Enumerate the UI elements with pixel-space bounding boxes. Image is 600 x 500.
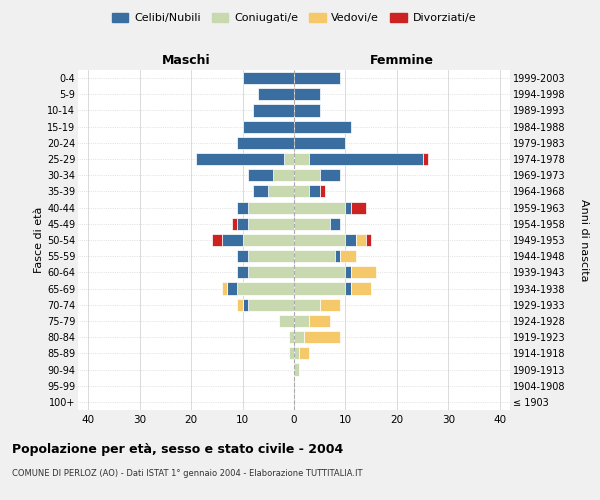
Bar [299,348,310,360]
Bar [248,218,294,230]
Bar [238,218,248,230]
Text: Popolazione per età, sesso e stato civile - 2004: Popolazione per età, sesso e stato civil… [12,442,343,456]
Bar [253,186,268,198]
Bar [340,250,356,262]
Bar [310,153,422,165]
Text: Femmine: Femmine [370,54,434,67]
Bar [232,218,238,230]
Bar [294,250,335,262]
Bar [258,88,294,101]
Bar [248,169,274,181]
Bar [304,331,340,343]
Bar [356,234,366,246]
Bar [310,186,320,198]
Bar [294,186,310,198]
Bar [238,250,248,262]
Bar [294,202,346,213]
Bar [350,202,366,213]
Bar [238,202,248,213]
Bar [284,153,294,165]
Bar [350,266,376,278]
Text: COMUNE DI PERLOZ (AO) - Dati ISTAT 1° gennaio 2004 - Elaborazione TUTTITALIA.IT: COMUNE DI PERLOZ (AO) - Dati ISTAT 1° ge… [12,469,362,478]
Bar [268,186,294,198]
Bar [310,315,330,327]
Bar [422,153,428,165]
Bar [196,153,284,165]
Bar [238,137,294,149]
Bar [346,266,350,278]
Bar [248,298,294,311]
Bar [346,234,356,246]
Bar [294,315,310,327]
Bar [278,315,294,327]
Bar [294,72,340,84]
Bar [242,72,294,84]
Bar [294,266,346,278]
Bar [238,282,294,294]
Bar [212,234,222,246]
Bar [294,364,299,376]
Bar [346,282,350,294]
Bar [330,218,340,230]
Bar [242,234,294,246]
Y-axis label: Anni di nascita: Anni di nascita [580,198,589,281]
Bar [289,331,294,343]
Bar [294,218,330,230]
Bar [294,282,346,294]
Bar [242,120,294,132]
Bar [248,250,294,262]
Bar [289,348,294,360]
Bar [320,298,340,311]
Bar [242,298,248,311]
Bar [346,202,350,213]
Bar [253,104,294,117]
Bar [248,202,294,213]
Bar [274,169,294,181]
Bar [335,250,340,262]
Bar [248,266,294,278]
Text: Maschi: Maschi [161,54,211,67]
Bar [294,153,310,165]
Bar [320,169,340,181]
Bar [320,186,325,198]
Bar [222,282,227,294]
Bar [294,234,346,246]
Y-axis label: Fasce di età: Fasce di età [34,207,44,273]
Bar [222,234,242,246]
Bar [294,120,350,132]
Bar [294,331,304,343]
Bar [294,298,320,311]
Bar [350,282,371,294]
Bar [366,234,371,246]
Legend: Celibi/Nubili, Coniugati/e, Vedovi/e, Divorziati/e: Celibi/Nubili, Coniugati/e, Vedovi/e, Di… [107,8,481,28]
Bar [294,88,320,101]
Bar [238,266,248,278]
Bar [294,169,320,181]
Bar [294,137,346,149]
Bar [294,104,320,117]
Bar [294,348,299,360]
Bar [227,282,238,294]
Bar [238,298,242,311]
